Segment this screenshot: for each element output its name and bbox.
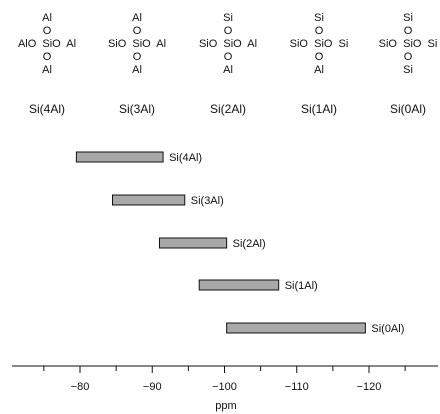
- structure-line: Al: [42, 64, 52, 76]
- range-bar: [76, 152, 163, 162]
- structure-line: Si: [403, 12, 413, 24]
- range-bar: [113, 195, 185, 205]
- structure-line: O: [404, 51, 413, 63]
- range-bars: Si(4Al) Si(3Al) Si(2Al) Si(1Al) Si(0Al): [76, 152, 404, 335]
- range-bar-label: Si(1Al): [285, 280, 318, 292]
- x-axis-ticks: −80 −90 −100 −110 −120: [44, 366, 405, 393]
- structure-line: Al: [314, 64, 324, 76]
- structure-line: Al: [42, 12, 52, 24]
- structure-line: Si: [314, 12, 324, 24]
- structure-line: Si: [223, 12, 233, 24]
- structure-line: SiO SiO Al: [199, 38, 257, 50]
- structure-line: O: [224, 25, 233, 37]
- structure-line: Al: [132, 64, 142, 76]
- x-axis: −80 −90 −100 −110 −120 ppm: [12, 366, 438, 412]
- range-bar: [199, 280, 278, 290]
- x-axis-title: ppm: [215, 400, 236, 412]
- structure-line: O: [133, 25, 142, 37]
- structure-line: Si: [403, 64, 413, 76]
- x-tick-label: −120: [357, 381, 382, 393]
- structure-line: Al: [223, 64, 233, 76]
- range-bar: [227, 323, 366, 333]
- structure-name: Si(3Al): [119, 102, 155, 116]
- structure-line: O: [133, 51, 142, 63]
- x-tick-label: −90: [143, 381, 162, 393]
- x-tick-label: −80: [71, 381, 90, 393]
- structure-line: O: [224, 51, 233, 63]
- structure-line: SiO SiO Si: [290, 38, 349, 50]
- structure-line: O: [404, 25, 413, 37]
- range-bar: [159, 238, 226, 248]
- range-bar-label: Si(0Al): [371, 323, 404, 335]
- structure-line: SiO SiO Al: [108, 38, 166, 50]
- x-tick-label: −110: [285, 381, 309, 393]
- x-tick-label: −100: [212, 381, 237, 393]
- structure-name: Si(2Al): [210, 102, 246, 116]
- range-bar-label: Si(3Al): [191, 195, 224, 207]
- structure-line: Al: [132, 12, 142, 24]
- structure-line: O: [43, 51, 52, 63]
- structure-line: AlO SiO Al: [18, 38, 76, 50]
- range-bar-label: Si(2Al): [233, 238, 266, 250]
- structure-name: Si(0Al): [390, 102, 426, 116]
- structure-line: SiO SiO Si: [379, 38, 438, 50]
- structure-name: Si(1Al): [301, 102, 337, 116]
- structure-name: Si(4Al): [29, 102, 65, 116]
- structure-line: O: [315, 25, 324, 37]
- structure-line: O: [315, 51, 324, 63]
- structure-line: O: [43, 25, 52, 37]
- range-bar-label: Si(4Al): [169, 152, 202, 164]
